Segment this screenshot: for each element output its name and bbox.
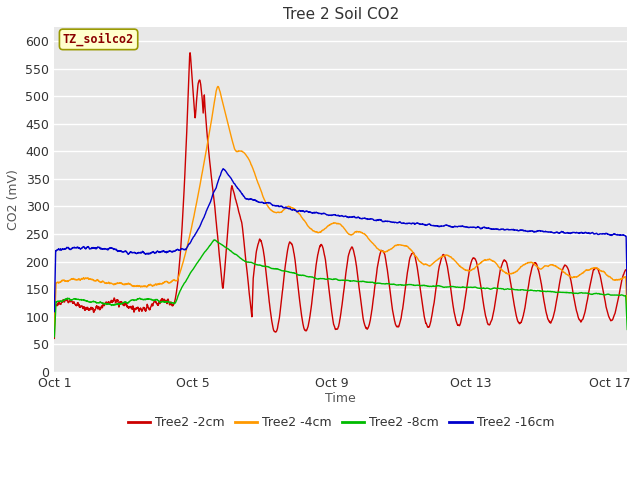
Y-axis label: CO2 (mV): CO2 (mV) [7, 169, 20, 230]
Text: TZ_soilco2: TZ_soilco2 [63, 33, 134, 46]
Title: Tree 2 Soil CO2: Tree 2 Soil CO2 [283, 7, 399, 22]
Legend: Tree2 -2cm, Tree2 -4cm, Tree2 -8cm, Tree2 -16cm: Tree2 -2cm, Tree2 -4cm, Tree2 -8cm, Tree… [123, 411, 559, 434]
X-axis label: Time: Time [326, 393, 356, 406]
